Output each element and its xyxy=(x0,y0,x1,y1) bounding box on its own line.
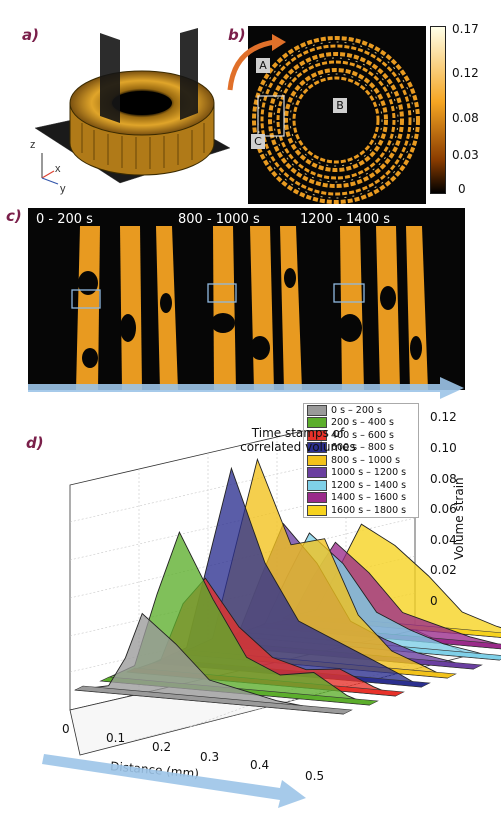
legend-entry: 400 s – 600 s xyxy=(304,429,418,442)
z-tick: 0.08 xyxy=(430,472,457,486)
time-label-1: 0 - 200 s xyxy=(36,212,93,227)
region-label-c: C xyxy=(251,134,265,149)
legend-label: 1600 s – 1800 s xyxy=(331,504,407,516)
axis-x-label: x xyxy=(55,163,61,175)
colorbar-tick: 0.03 xyxy=(452,148,479,162)
panel-label-c: c) xyxy=(6,207,22,225)
panel-label-d: d) xyxy=(26,434,44,452)
legend-swatch xyxy=(307,479,327,491)
legend-entry: 600 s – 800 s xyxy=(304,442,418,455)
chart-annotation: Time stamps of correlated volumes xyxy=(240,426,356,454)
colorbar-tick: 0.08 xyxy=(452,111,479,125)
time-label-3: 1200 - 1400 s xyxy=(300,212,391,227)
spiral-slice xyxy=(252,36,420,204)
legend-entry: 800 s – 1000 s xyxy=(304,454,418,467)
legend-swatch xyxy=(307,417,327,429)
x-tick: 0 xyxy=(62,722,70,736)
x-tick: 0.4 xyxy=(250,758,270,772)
slice-strip-c xyxy=(28,208,465,390)
colorbar-tick: 0.12 xyxy=(452,66,479,80)
legend-entry: 1600 s – 1800 s xyxy=(304,504,418,517)
volume-strain-3d-chart xyxy=(69,404,501,756)
legend-entry: 1200 s – 1400 s xyxy=(304,479,418,492)
z-tick: 0.06 xyxy=(430,502,457,516)
roi-box-3 xyxy=(333,283,365,303)
panel-label-a: a) xyxy=(22,26,39,44)
series-layer xyxy=(73,457,501,715)
x-tick: 0.2 xyxy=(152,740,172,754)
legend-swatch xyxy=(307,442,327,454)
legend-label: 0 s – 200 s xyxy=(331,404,382,416)
z-tick: 0.04 xyxy=(430,533,457,547)
legend-entry: 1400 s – 1600 s xyxy=(304,492,418,505)
legend-entry: 0 s – 200 s xyxy=(304,404,418,417)
slice-plane-2 xyxy=(180,28,198,120)
sample-3d-render xyxy=(34,28,230,185)
region-c-box xyxy=(257,95,285,137)
layer-slices xyxy=(71,226,428,390)
legend-swatch xyxy=(307,404,327,416)
x-tick: 0.3 xyxy=(200,750,220,764)
legend-label: 800 s – 1000 s xyxy=(331,454,401,466)
legend-entry: 1000 s – 1200 s xyxy=(304,467,418,480)
z-tick: 0.02 xyxy=(430,563,457,577)
legend-swatch xyxy=(307,504,327,516)
legend-swatch xyxy=(307,492,327,504)
roi-box-1 xyxy=(71,289,101,309)
axis-z-label: z xyxy=(30,139,36,151)
slice-image-b xyxy=(248,26,426,204)
panel-label-b: b) xyxy=(228,26,246,44)
region-label-a: A xyxy=(256,58,270,73)
legend-entry: 200 s – 400 s xyxy=(304,417,418,430)
cylinder-hole xyxy=(112,91,172,115)
strain-series-base xyxy=(73,685,353,715)
axis-y-label: y xyxy=(60,183,66,195)
colorbar-tick: 0 xyxy=(458,182,466,196)
legend-swatch xyxy=(307,429,327,441)
z-tick: 0 xyxy=(430,594,438,608)
x-tick: 0.1 xyxy=(106,731,126,745)
x-tick: 0.5 xyxy=(305,769,325,783)
legend: 0 s – 200 s 200 s – 400 s 400 s – 600 s 600… xyxy=(303,403,419,518)
roi-box-2 xyxy=(207,283,237,303)
z-tick: 0.10 xyxy=(430,441,457,455)
legend-swatch xyxy=(307,467,327,479)
z-axis-title: Volume strain xyxy=(452,477,466,560)
z-tick: 0.12 xyxy=(430,410,457,424)
legend-label: 1200 s – 1400 s xyxy=(331,479,407,491)
legend-label: 400 s – 600 s xyxy=(331,429,394,441)
legend-swatch xyxy=(307,454,327,466)
legend-label: 1000 s – 1200 s xyxy=(331,467,407,479)
distance-arrow xyxy=(42,754,306,808)
colorbar xyxy=(430,26,446,194)
time-arrow xyxy=(28,377,464,399)
time-label-2: 800 - 1000 s xyxy=(178,212,260,227)
arrow-a-to-b xyxy=(227,34,286,91)
legend-label: 600 s – 800 s xyxy=(331,442,394,454)
legend-label: 1400 s – 1600 s xyxy=(331,492,407,504)
legend-label: 200 s – 400 s xyxy=(331,417,394,429)
axes-triad xyxy=(41,153,59,185)
legend-rows: 0 s – 200 s 200 s – 400 s 400 s – 600 s 600… xyxy=(304,404,418,517)
colorbar-tick: 0.17 xyxy=(452,22,479,36)
slice-plane-1 xyxy=(100,33,120,123)
region-label-b: B xyxy=(333,98,347,113)
